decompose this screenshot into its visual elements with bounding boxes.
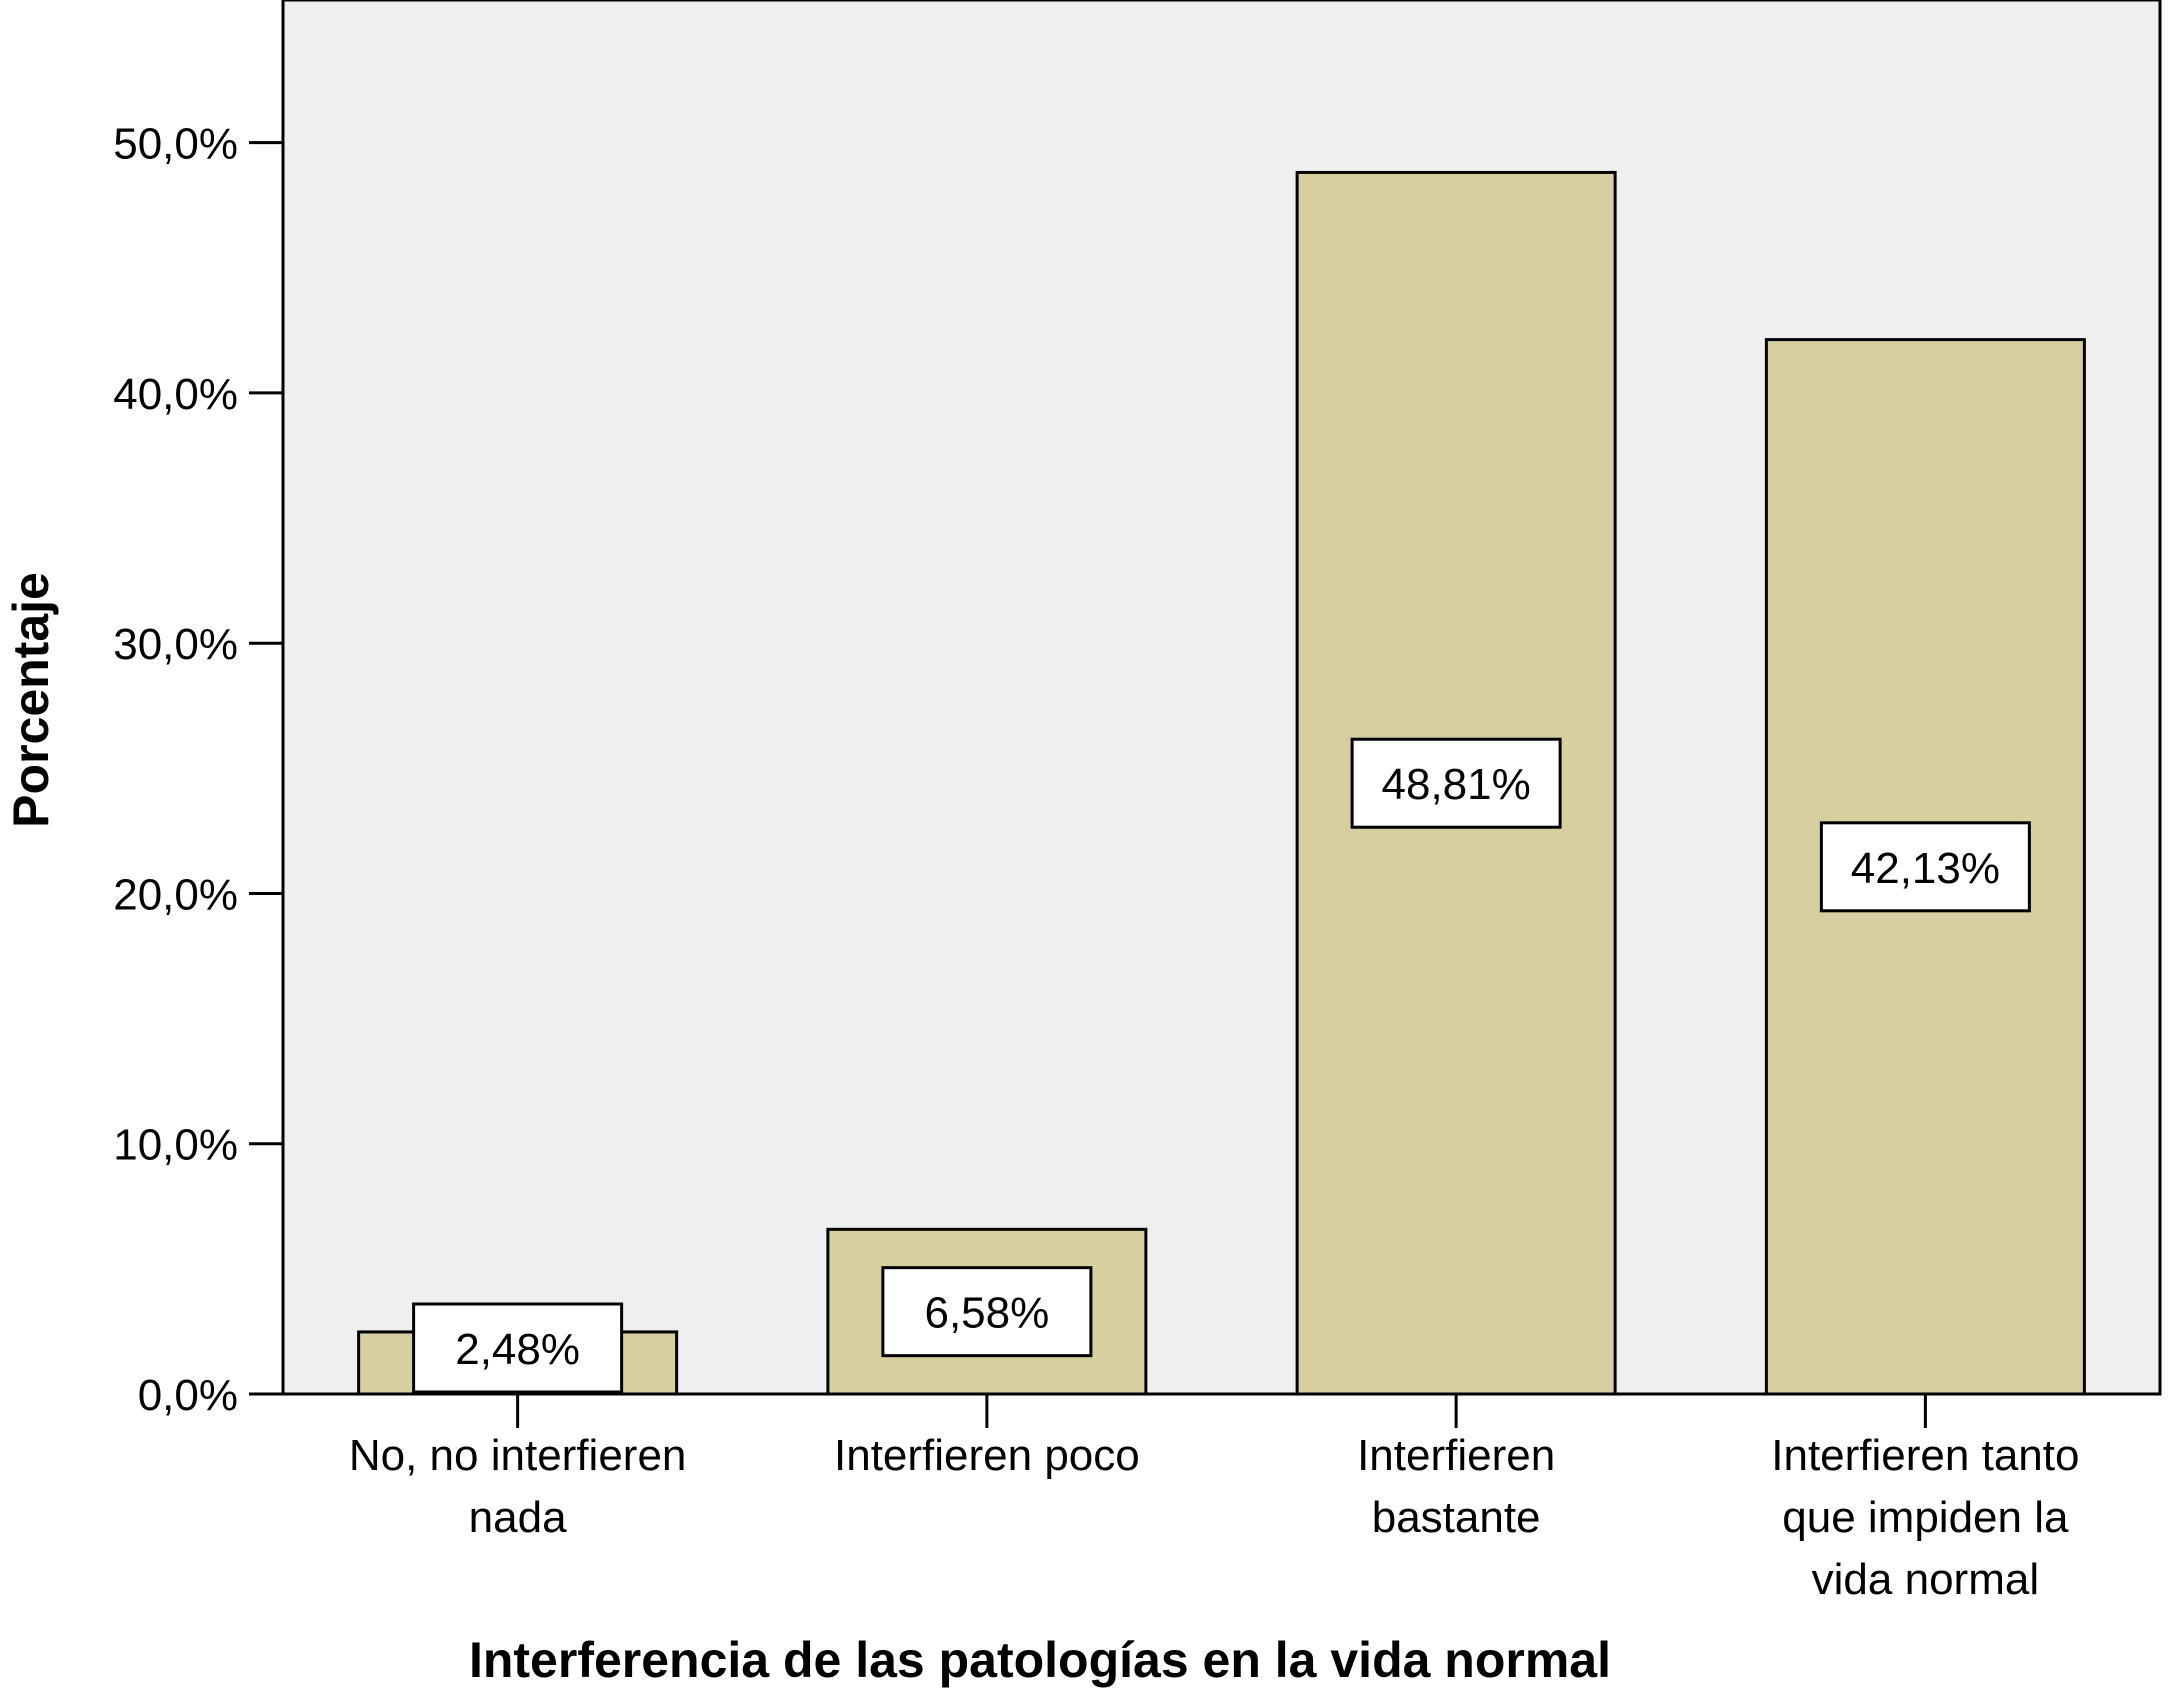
y-tick-label: 10,0% <box>113 1121 238 1170</box>
data-label-box <box>1350 737 1562 829</box>
data-label-box <box>1819 821 2031 913</box>
x-tick-label: No, no interfieren nada <box>349 1431 687 1542</box>
data-label-box <box>412 1302 624 1394</box>
data-label: 48,81% <box>1382 760 1531 809</box>
y-axis-title: Porcentaje <box>3 572 59 828</box>
x-tick-label: Interfieren bastante <box>1357 1431 1555 1542</box>
y-tick-label: 50,0% <box>113 120 238 169</box>
y-tick-label: 40,0% <box>113 370 238 419</box>
y-tick-label: 20,0% <box>113 870 238 919</box>
x-tick-label: Interfieren tanto que impiden la vida norm… <box>1771 1431 2079 1604</box>
x-axis-title: Interferencia de las patologías en la vi… <box>469 1632 1611 1688</box>
x-tick-label: Interfieren poco <box>834 1431 1140 1480</box>
data-label: 42,13% <box>1851 844 2000 893</box>
y-tick-label: 30,0% <box>113 620 238 669</box>
data-label: 6,58% <box>924 1289 1049 1338</box>
y-tick-label: 0,0% <box>138 1371 238 1420</box>
data-label-box <box>881 1266 1093 1358</box>
data-label: 2,48% <box>455 1325 580 1374</box>
